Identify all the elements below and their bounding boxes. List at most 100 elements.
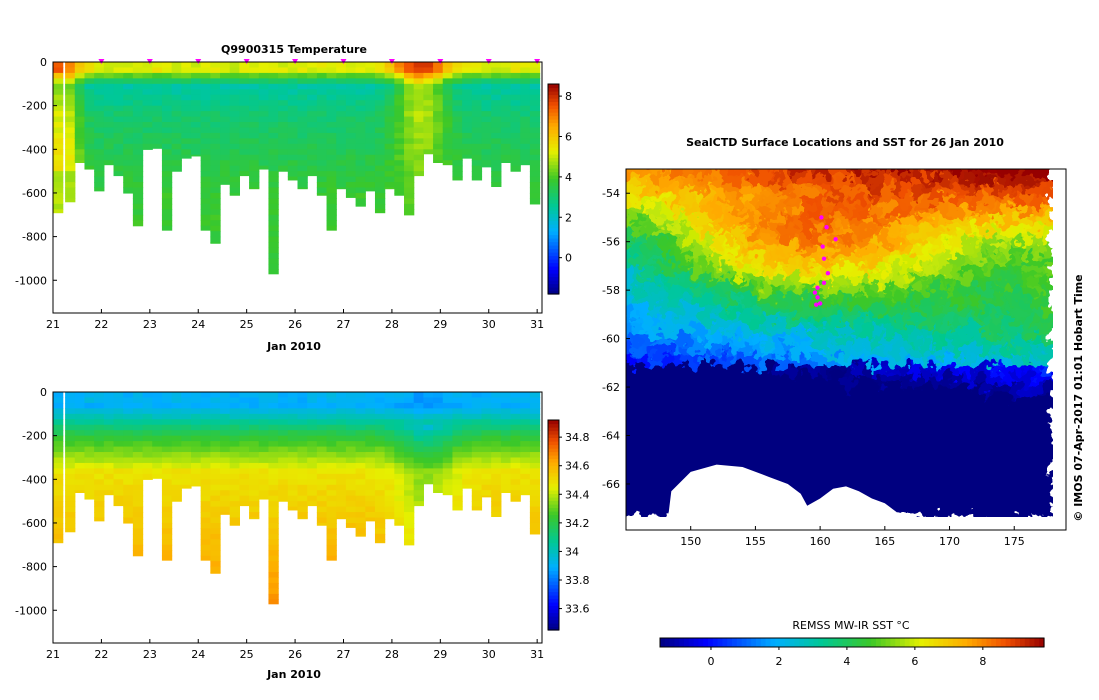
temperature-cell [462,83,473,90]
sst-cell [742,445,753,457]
salinity-cell [84,473,95,480]
salinity-cell [161,501,173,508]
sst-cell [802,375,813,387]
salinity-cell [404,528,415,535]
temperature-cell [132,116,144,123]
salinity-colorbar-swatch [548,430,559,435]
temperature-cell [452,127,463,134]
salinity-cell [123,490,134,497]
temperature-cell [394,62,405,69]
salinity-cell [491,457,502,464]
sst-cell [1022,185,1033,196]
salinity-cell [103,435,115,442]
temperature-cell [500,72,512,79]
temperature-cell [74,83,86,90]
salinity-cell [181,430,192,437]
temperature-cell [345,105,357,112]
salinity-cell [161,522,173,530]
sst-cell [952,285,963,297]
sst-cell [872,285,883,297]
temperature-cell [239,171,250,177]
temperature-cell [103,67,115,74]
sst-cell [892,205,903,216]
temperature-cell [326,154,337,161]
sst-cell [962,405,973,417]
sst-cell [832,395,843,407]
sst-cell [652,235,663,247]
temperature-cell [316,192,328,196]
sst-cell [632,275,643,287]
salinity-cell [278,484,289,491]
sst-cell [612,396,623,407]
salinity-cell [181,457,192,464]
sst-cell [942,335,953,347]
salinity-cell [268,588,279,595]
salinity-cell [345,462,357,469]
salinity-cell [229,512,241,519]
temperature-cell [471,94,483,101]
salinity-cell [210,462,221,469]
salinity-ytick-label: -600 [22,517,47,530]
sst-colorbar-swatch [775,638,781,647]
sst-cell [802,175,813,186]
salinity-cell [190,479,202,486]
sst-cell [632,395,643,407]
temperature-cell [336,94,347,101]
temperature-cell [297,83,308,90]
salinity-cell [287,468,299,475]
salinity-cell [287,506,299,511]
temperature-cell [123,83,134,90]
temperature-cell [53,67,64,74]
temperature-cell [529,89,541,96]
salinity-cell [249,430,260,437]
salinity-cell [181,413,192,420]
salinity-cell [355,419,366,426]
sst-cell [692,235,703,247]
sst-cell [682,235,693,247]
sst-cell [782,185,793,196]
temperature-xtick-label: 23 [143,318,157,331]
sst-cell [642,265,653,277]
salinity-cell [210,457,221,464]
sst-cell [842,245,853,257]
salinity-cell [452,430,463,437]
salinity-cell [210,446,221,453]
sst-cell [882,255,893,267]
salinity-cell [452,419,463,426]
sst-cell [722,215,733,226]
sst-cell [932,195,943,206]
temperature-cell [374,89,386,96]
sst-cell [922,395,933,407]
salinity-cell [336,435,347,442]
temperature-cell [142,89,153,96]
sst-cell [762,295,773,307]
salinity-cell [307,473,318,480]
temperature-cell [481,160,492,167]
sst-map-ytick-label: -58 [602,284,620,297]
salinity-cell [471,462,483,469]
sst-cell [832,245,843,257]
temperature-cell [471,89,483,96]
sst-cell [752,325,763,337]
temperature-cell [229,171,241,178]
sst-cell [702,195,713,206]
temperature-cell [181,89,192,96]
salinity-cell [481,495,492,498]
sst-cell [862,385,873,397]
sst-cell [752,405,763,417]
salinity-cell [287,446,299,453]
sst-cell [1042,475,1053,487]
salinity-cell [239,473,250,480]
salinity-cell [491,512,502,518]
sst-cell [812,205,823,216]
sst-cell [892,405,903,417]
temperature-cell [53,78,64,85]
temperature-cell [365,78,376,85]
sst-cell [952,505,963,517]
sst-cell [942,205,953,216]
salinity-cell [200,452,211,459]
temperature-cell [423,67,434,74]
temperature-cell [529,182,541,189]
sst-cell [822,255,833,267]
temperature-cell [316,154,328,161]
